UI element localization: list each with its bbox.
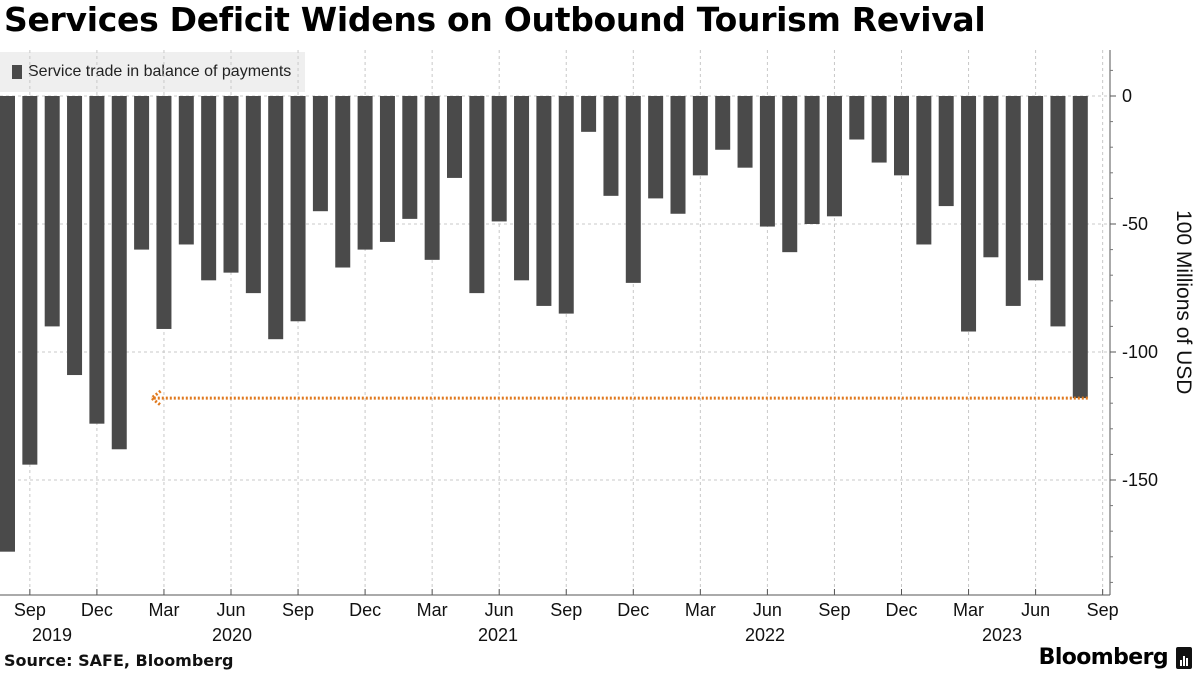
bar	[514, 96, 530, 281]
bar	[491, 96, 507, 222]
bar	[737, 96, 753, 168]
bar	[715, 96, 731, 150]
bar	[424, 96, 440, 260]
bar	[603, 96, 619, 196]
bar	[782, 96, 798, 253]
bar	[581, 96, 597, 132]
bar	[1050, 96, 1066, 327]
bar	[469, 96, 485, 294]
x-tick-label: Dec	[81, 600, 113, 620]
bar	[916, 96, 932, 245]
bar	[22, 96, 38, 465]
bar	[894, 96, 909, 176]
x-tick-label: Dec	[617, 600, 649, 620]
x-tick-label: Mar	[148, 600, 179, 620]
x-tick-label: Jun	[753, 600, 782, 620]
bar	[290, 96, 306, 322]
bar	[648, 96, 664, 199]
x-tick-label: Sep	[550, 600, 582, 620]
bar	[670, 96, 686, 214]
bar	[402, 96, 418, 219]
x-tick-label: Mar	[417, 600, 448, 620]
bloomberg-logo: Bloomberg	[1039, 645, 1192, 670]
bar	[111, 96, 127, 450]
brand-name: Bloomberg	[1038, 645, 1169, 670]
bar	[357, 96, 373, 250]
x-tick-label: Mar	[953, 600, 984, 620]
bar	[759, 96, 775, 227]
bar	[0, 96, 15, 552]
x-year-label: 2022	[745, 625, 785, 645]
x-tick-label: Sep	[14, 600, 46, 620]
x-tick-label: Dec	[349, 600, 381, 620]
x-tick-label: Sep	[282, 600, 314, 620]
y-tick-label: 0	[1122, 86, 1132, 106]
bar	[447, 96, 462, 178]
x-tick-label: Sep	[1087, 600, 1119, 620]
bar	[558, 96, 574, 314]
bar	[245, 96, 261, 294]
bar	[178, 96, 194, 245]
bar	[625, 96, 641, 283]
x-year-label: 2019	[32, 625, 72, 645]
x-tick-label: Jun	[485, 600, 514, 620]
chart-title: Services Deficit Widens on Outbound Tour…	[4, 0, 986, 39]
bar	[201, 96, 217, 281]
source-note: Source: SAFE, Bloomberg	[4, 651, 234, 670]
bar	[1028, 96, 1044, 281]
y-tick-label: -150	[1122, 470, 1158, 490]
x-tick-label: Sep	[818, 600, 850, 620]
y-tick-label: -100	[1122, 342, 1158, 362]
bar	[871, 96, 887, 163]
bar	[961, 96, 977, 332]
bar	[156, 96, 172, 329]
x-tick-label: Mar	[685, 600, 716, 620]
bar	[67, 96, 83, 376]
terminal-icon	[1176, 646, 1192, 669]
bar	[1005, 96, 1021, 306]
x-year-label: 2023	[982, 625, 1022, 645]
legend-swatch	[12, 65, 22, 79]
bar	[379, 96, 395, 242]
bar	[134, 96, 150, 250]
x-year-label: 2021	[478, 625, 518, 645]
bar	[849, 96, 865, 140]
x-tick-label: Jun	[1021, 600, 1050, 620]
bar	[938, 96, 954, 207]
y-tick-label: -50	[1122, 214, 1148, 234]
bar	[826, 96, 842, 217]
bar	[89, 96, 105, 424]
bar	[335, 96, 351, 268]
chart-legend: Service trade in balance of payments	[0, 52, 306, 92]
bar	[983, 96, 999, 258]
legend-label: Service trade in balance of payments	[28, 63, 292, 80]
x-year-label: 2020	[212, 625, 252, 645]
x-tick-label: Dec	[885, 600, 917, 620]
bar	[268, 96, 284, 340]
bar	[44, 96, 60, 327]
y-axis-label: 100 Millions of USD	[1172, 210, 1195, 394]
bar	[804, 96, 820, 224]
bar	[223, 96, 239, 273]
bar	[692, 96, 708, 176]
bar	[536, 96, 552, 306]
bar	[312, 96, 328, 212]
x-tick-label: Jun	[216, 600, 245, 620]
bar	[1072, 96, 1088, 399]
